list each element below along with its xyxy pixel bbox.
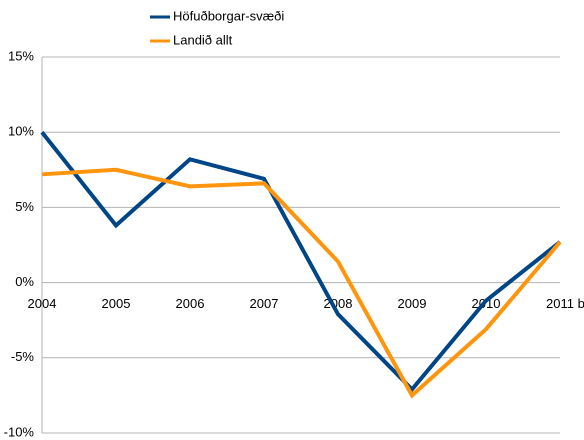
x-tick-label: 2005 <box>102 296 131 311</box>
x-tick-label: 2004 <box>28 296 57 311</box>
y-tick-label: 10% <box>8 124 34 139</box>
y-tick-label: -10% <box>4 424 35 439</box>
legend-label: Landið allt <box>173 32 233 47</box>
series-line <box>41 167 562 399</box>
y-tick-label: 15% <box>8 48 34 63</box>
x-tick-label: 2009 <box>398 296 427 311</box>
x-tick-label: 2011 bb <box>546 296 584 311</box>
y-tick-label: -5% <box>11 349 35 364</box>
series-line <box>40 130 562 393</box>
y-tick-label: 5% <box>15 199 34 214</box>
x-tick-label: 2007 <box>250 296 279 311</box>
y-tick-label: 0% <box>15 274 34 289</box>
x-tick-label: 2006 <box>176 296 205 311</box>
legend-label: Höfuðborgar-svæði <box>173 8 284 23</box>
